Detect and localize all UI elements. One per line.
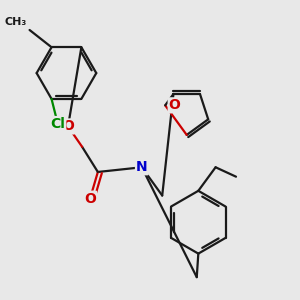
Text: CH₃: CH₃ — [4, 17, 26, 27]
Text: O: O — [169, 98, 181, 112]
Text: O: O — [62, 119, 74, 134]
Text: O: O — [84, 192, 96, 206]
Text: N: N — [136, 160, 148, 174]
Text: Cl: Cl — [50, 117, 65, 131]
